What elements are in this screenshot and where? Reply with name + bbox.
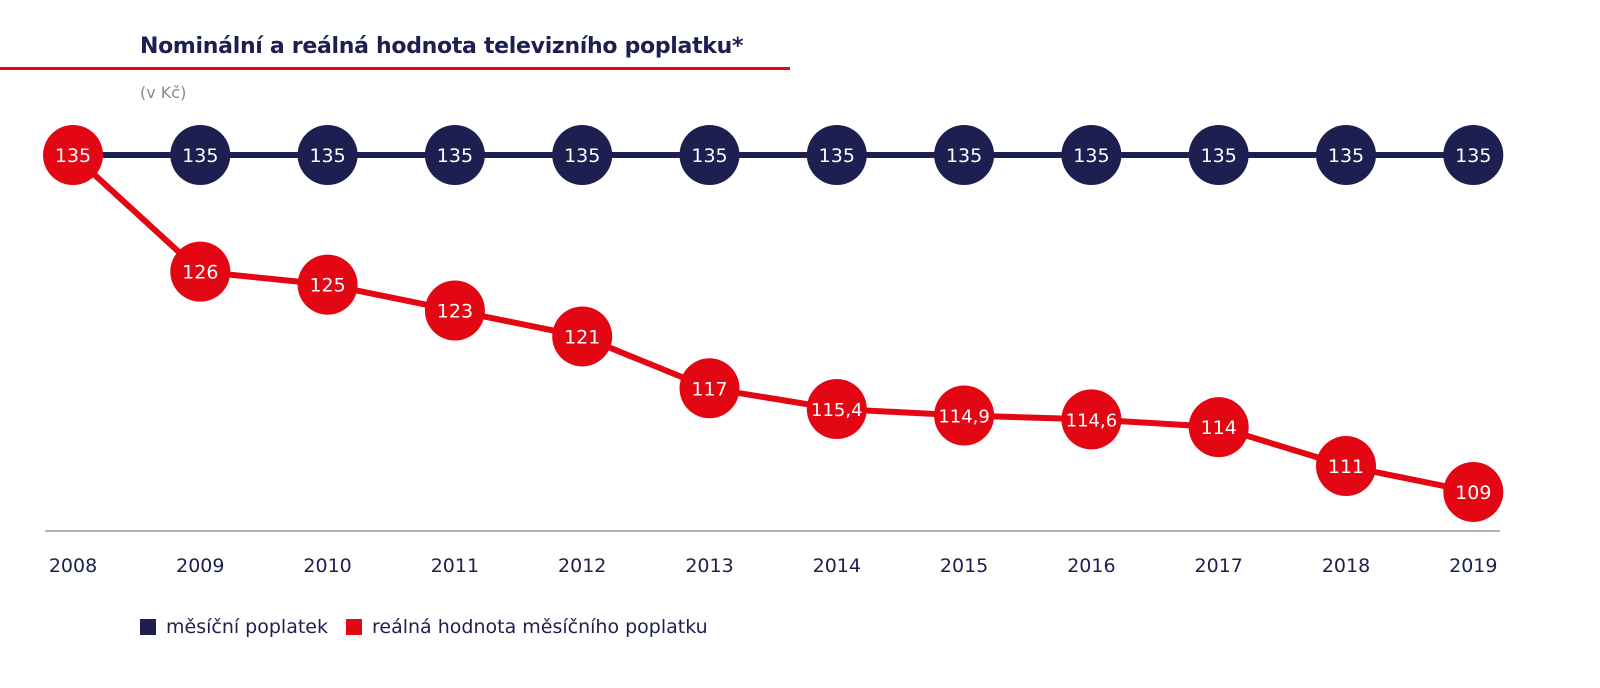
x-tick-label: 2014 (813, 555, 861, 577)
data-point (297, 125, 358, 185)
data-label: 135 (1201, 145, 1237, 167)
x-tick-label: 2015 (940, 555, 988, 577)
data-label: 117 (691, 378, 727, 400)
data-label: 135 (564, 145, 600, 167)
data-label: 121 (564, 326, 600, 348)
data-label: 114 (1201, 417, 1237, 439)
data-label: 135 (691, 145, 727, 167)
legend-label: reálná hodnota měsíčního poplatku (372, 616, 708, 638)
x-tick-label: 2008 (49, 555, 97, 577)
x-tick-label: 2018 (1322, 555, 1370, 577)
data-point (1316, 436, 1376, 497)
title-underline (0, 67, 790, 70)
data-label: 135 (55, 145, 91, 167)
legend-swatch (346, 619, 362, 635)
x-tick-label: 2009 (176, 555, 224, 577)
x-tick-label: 2011 (431, 555, 479, 577)
legend-swatch (140, 619, 156, 635)
data-label: 135 (1073, 145, 1109, 167)
data-label: 135 (1328, 145, 1364, 167)
data-label: 135 (1455, 145, 1491, 167)
data-point (679, 358, 740, 419)
data-label: 115,4 (811, 400, 863, 421)
data-point (297, 254, 358, 315)
data-point (679, 125, 740, 185)
x-tick-label: 2012 (558, 555, 606, 577)
x-tick-label: 2010 (303, 555, 351, 577)
data-label: 135 (437, 145, 473, 167)
data-point (424, 125, 485, 185)
data-point (1061, 389, 1122, 450)
data-point (552, 306, 613, 367)
legend-item-nominal: měsíční poplatek (140, 616, 328, 638)
x-tick-label: 2017 (1195, 555, 1243, 577)
data-point (1061, 125, 1122, 185)
x-tick-label: 2013 (685, 555, 733, 577)
data-label: 135 (182, 145, 218, 167)
chart-subtitle: (v Kč) (140, 83, 187, 102)
data-point (1188, 397, 1249, 458)
data-label: 135 (819, 145, 855, 167)
data-label: 135 (946, 145, 982, 167)
x-tick-label: 2019 (1449, 555, 1497, 577)
data-point (1443, 125, 1504, 185)
data-point (806, 125, 867, 185)
data-label: 111 (1328, 456, 1364, 478)
data-point (934, 125, 995, 185)
data-label: 123 (437, 301, 473, 323)
data-label: 135 (309, 145, 345, 167)
legend-label: měsíční poplatek (166, 616, 328, 638)
data-point (424, 280, 485, 341)
data-point (170, 241, 231, 302)
data-point (1188, 125, 1249, 185)
data-label: 125 (309, 275, 345, 297)
data-point (1316, 125, 1376, 185)
data-point (934, 385, 995, 446)
data-label: 126 (182, 262, 218, 284)
chart-title: Nominální a reálná hodnota televizního p… (140, 34, 744, 59)
x-tick-label: 2016 (1067, 555, 1115, 577)
data-point (43, 125, 103, 185)
data-point (552, 125, 613, 185)
data-point (806, 379, 867, 440)
data-label: 114,6 (1066, 410, 1118, 431)
series-line-2 (70, 152, 1474, 495)
data-label: 109 (1455, 482, 1491, 504)
data-point (1443, 461, 1504, 522)
legend: měsíční poplatek reálná hodnota měsíčníh… (140, 616, 726, 638)
legend-item-real: reálná hodnota měsíčního poplatku (346, 616, 708, 638)
data-label: 114,9 (938, 406, 990, 427)
data-point (170, 125, 231, 185)
